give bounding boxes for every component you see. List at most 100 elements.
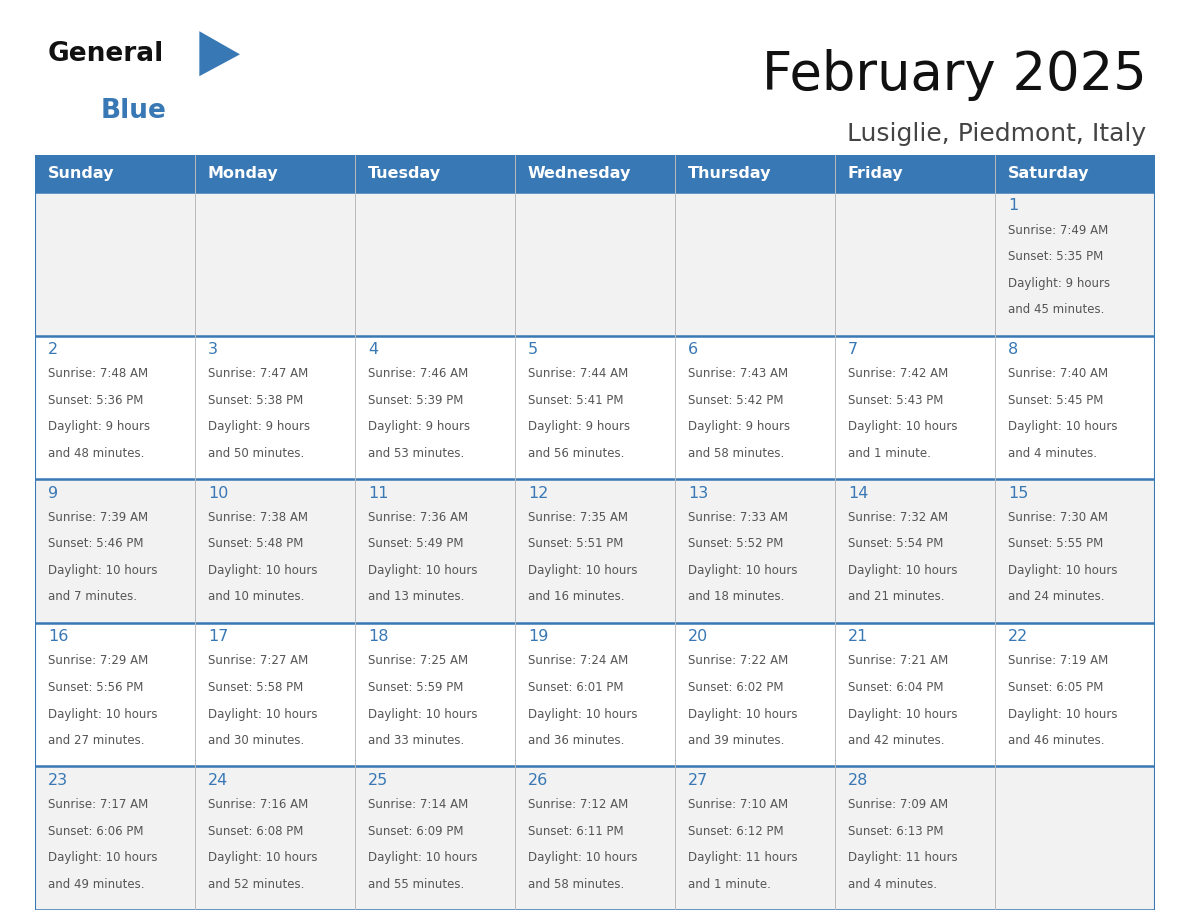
Text: Daylight: 11 hours: Daylight: 11 hours	[848, 851, 958, 864]
Text: 22: 22	[1007, 629, 1028, 644]
Text: Sunset: 6:04 PM: Sunset: 6:04 PM	[848, 681, 943, 694]
Text: Sunrise: 7:12 AM: Sunrise: 7:12 AM	[527, 798, 628, 811]
Text: Sunrise: 7:49 AM: Sunrise: 7:49 AM	[1007, 224, 1108, 237]
Text: and 52 minutes.: and 52 minutes.	[208, 878, 304, 890]
Bar	[34, 622, 1155, 767]
Text: and 45 minutes.: and 45 minutes.	[1007, 303, 1104, 317]
Text: Sunrise: 7:32 AM: Sunrise: 7:32 AM	[848, 510, 948, 524]
Text: 5: 5	[527, 342, 538, 357]
Text: Sunset: 5:55 PM: Sunset: 5:55 PM	[1007, 537, 1102, 551]
Text: Sunrise: 7:33 AM: Sunrise: 7:33 AM	[688, 510, 788, 524]
Text: and 21 minutes.: and 21 minutes.	[848, 590, 944, 603]
Text: Daylight: 10 hours: Daylight: 10 hours	[848, 420, 958, 433]
Text: and 27 minutes.: and 27 minutes.	[48, 734, 144, 747]
Text: Daylight: 10 hours: Daylight: 10 hours	[208, 564, 317, 577]
Text: Sunset: 5:45 PM: Sunset: 5:45 PM	[1007, 394, 1104, 407]
Bar	[34, 767, 1155, 910]
Text: Blue: Blue	[101, 98, 166, 124]
Text: Sunset: 5:42 PM: Sunset: 5:42 PM	[688, 394, 783, 407]
Text: and 30 minutes.: and 30 minutes.	[208, 734, 304, 747]
Text: Daylight: 10 hours: Daylight: 10 hours	[527, 708, 637, 721]
Text: and 16 minutes.: and 16 minutes.	[527, 590, 625, 603]
Text: 28: 28	[848, 773, 868, 788]
Text: Daylight: 9 hours: Daylight: 9 hours	[527, 420, 630, 433]
Text: 17: 17	[208, 629, 228, 644]
Text: Sunrise: 7:39 AM: Sunrise: 7:39 AM	[48, 510, 148, 524]
Text: 9: 9	[48, 486, 58, 500]
Text: 10: 10	[208, 486, 228, 500]
Text: and 55 minutes.: and 55 minutes.	[368, 878, 465, 890]
Text: and 56 minutes.: and 56 minutes.	[527, 447, 624, 460]
Text: Sunset: 5:41 PM: Sunset: 5:41 PM	[527, 394, 624, 407]
Text: and 50 minutes.: and 50 minutes.	[208, 447, 304, 460]
Text: Sunset: 6:01 PM: Sunset: 6:01 PM	[527, 681, 624, 694]
Text: 20: 20	[688, 629, 708, 644]
Text: Sunrise: 7:48 AM: Sunrise: 7:48 AM	[48, 367, 148, 380]
Text: Friday: Friday	[848, 166, 903, 181]
Text: Sunset: 5:51 PM: Sunset: 5:51 PM	[527, 537, 624, 551]
Text: Daylight: 10 hours: Daylight: 10 hours	[688, 564, 797, 577]
Text: and 10 minutes.: and 10 minutes.	[208, 590, 304, 603]
Text: and 53 minutes.: and 53 minutes.	[368, 447, 465, 460]
Text: Daylight: 9 hours: Daylight: 9 hours	[208, 420, 310, 433]
Text: Sunset: 6:13 PM: Sunset: 6:13 PM	[848, 824, 943, 837]
Text: 7: 7	[848, 342, 858, 357]
Text: Thursday: Thursday	[688, 166, 771, 181]
Text: and 36 minutes.: and 36 minutes.	[527, 734, 624, 747]
Text: Daylight: 10 hours: Daylight: 10 hours	[527, 851, 637, 864]
Text: Daylight: 11 hours: Daylight: 11 hours	[688, 851, 797, 864]
Text: 3: 3	[208, 342, 217, 357]
Text: and 7 minutes.: and 7 minutes.	[48, 590, 137, 603]
Text: Sunset: 6:08 PM: Sunset: 6:08 PM	[208, 824, 303, 837]
Text: Sunset: 6:05 PM: Sunset: 6:05 PM	[1007, 681, 1104, 694]
Text: Sunset: 5:35 PM: Sunset: 5:35 PM	[1007, 251, 1102, 263]
Text: Sunrise: 7:22 AM: Sunrise: 7:22 AM	[688, 655, 788, 667]
Text: Daylight: 10 hours: Daylight: 10 hours	[848, 708, 958, 721]
Text: 15: 15	[1007, 486, 1028, 500]
Text: Sunrise: 7:09 AM: Sunrise: 7:09 AM	[848, 798, 948, 811]
Text: 27: 27	[688, 773, 708, 788]
Text: Daylight: 10 hours: Daylight: 10 hours	[1007, 564, 1117, 577]
Bar	[34, 192, 1155, 336]
Text: and 39 minutes.: and 39 minutes.	[688, 734, 784, 747]
Text: Saturday: Saturday	[1007, 166, 1089, 181]
Text: and 46 minutes.: and 46 minutes.	[1007, 734, 1105, 747]
Text: Sunrise: 7:30 AM: Sunrise: 7:30 AM	[1007, 510, 1107, 524]
Text: Daylight: 10 hours: Daylight: 10 hours	[688, 708, 797, 721]
Text: Sunset: 5:46 PM: Sunset: 5:46 PM	[48, 537, 144, 551]
Bar	[34, 479, 1155, 622]
Text: and 58 minutes.: and 58 minutes.	[527, 878, 624, 890]
Text: Sunrise: 7:42 AM: Sunrise: 7:42 AM	[848, 367, 948, 380]
Text: and 33 minutes.: and 33 minutes.	[368, 734, 465, 747]
Text: Sunset: 5:54 PM: Sunset: 5:54 PM	[848, 537, 943, 551]
Text: Sunrise: 7:43 AM: Sunrise: 7:43 AM	[688, 367, 788, 380]
Text: and 1 minute.: and 1 minute.	[848, 447, 930, 460]
Text: Sunday: Sunday	[48, 166, 114, 181]
Text: Daylight: 10 hours: Daylight: 10 hours	[48, 708, 157, 721]
Text: and 42 minutes.: and 42 minutes.	[848, 734, 944, 747]
Text: Sunrise: 7:35 AM: Sunrise: 7:35 AM	[527, 510, 627, 524]
Text: 6: 6	[688, 342, 697, 357]
Text: Daylight: 9 hours: Daylight: 9 hours	[1007, 276, 1110, 290]
Text: and 13 minutes.: and 13 minutes.	[368, 590, 465, 603]
Text: 8: 8	[1007, 342, 1018, 357]
Text: 14: 14	[848, 486, 868, 500]
Text: 24: 24	[208, 773, 228, 788]
Text: and 4 minutes.: and 4 minutes.	[848, 878, 937, 890]
Text: Daylight: 10 hours: Daylight: 10 hours	[48, 564, 157, 577]
Text: 26: 26	[527, 773, 548, 788]
Text: Sunrise: 7:46 AM: Sunrise: 7:46 AM	[368, 367, 468, 380]
Text: Daylight: 10 hours: Daylight: 10 hours	[208, 851, 317, 864]
Text: 2: 2	[48, 342, 58, 357]
Text: Sunset: 5:59 PM: Sunset: 5:59 PM	[368, 681, 463, 694]
Text: Sunrise: 7:27 AM: Sunrise: 7:27 AM	[208, 655, 308, 667]
Text: General: General	[48, 41, 164, 67]
Text: Sunset: 5:43 PM: Sunset: 5:43 PM	[848, 394, 943, 407]
Text: Sunrise: 7:38 AM: Sunrise: 7:38 AM	[208, 510, 308, 524]
Text: and 1 minute.: and 1 minute.	[688, 878, 771, 890]
Polygon shape	[200, 31, 240, 76]
Text: 11: 11	[368, 486, 388, 500]
Text: and 48 minutes.: and 48 minutes.	[48, 447, 144, 460]
Text: Sunrise: 7:40 AM: Sunrise: 7:40 AM	[1007, 367, 1108, 380]
Text: Daylight: 10 hours: Daylight: 10 hours	[368, 851, 478, 864]
